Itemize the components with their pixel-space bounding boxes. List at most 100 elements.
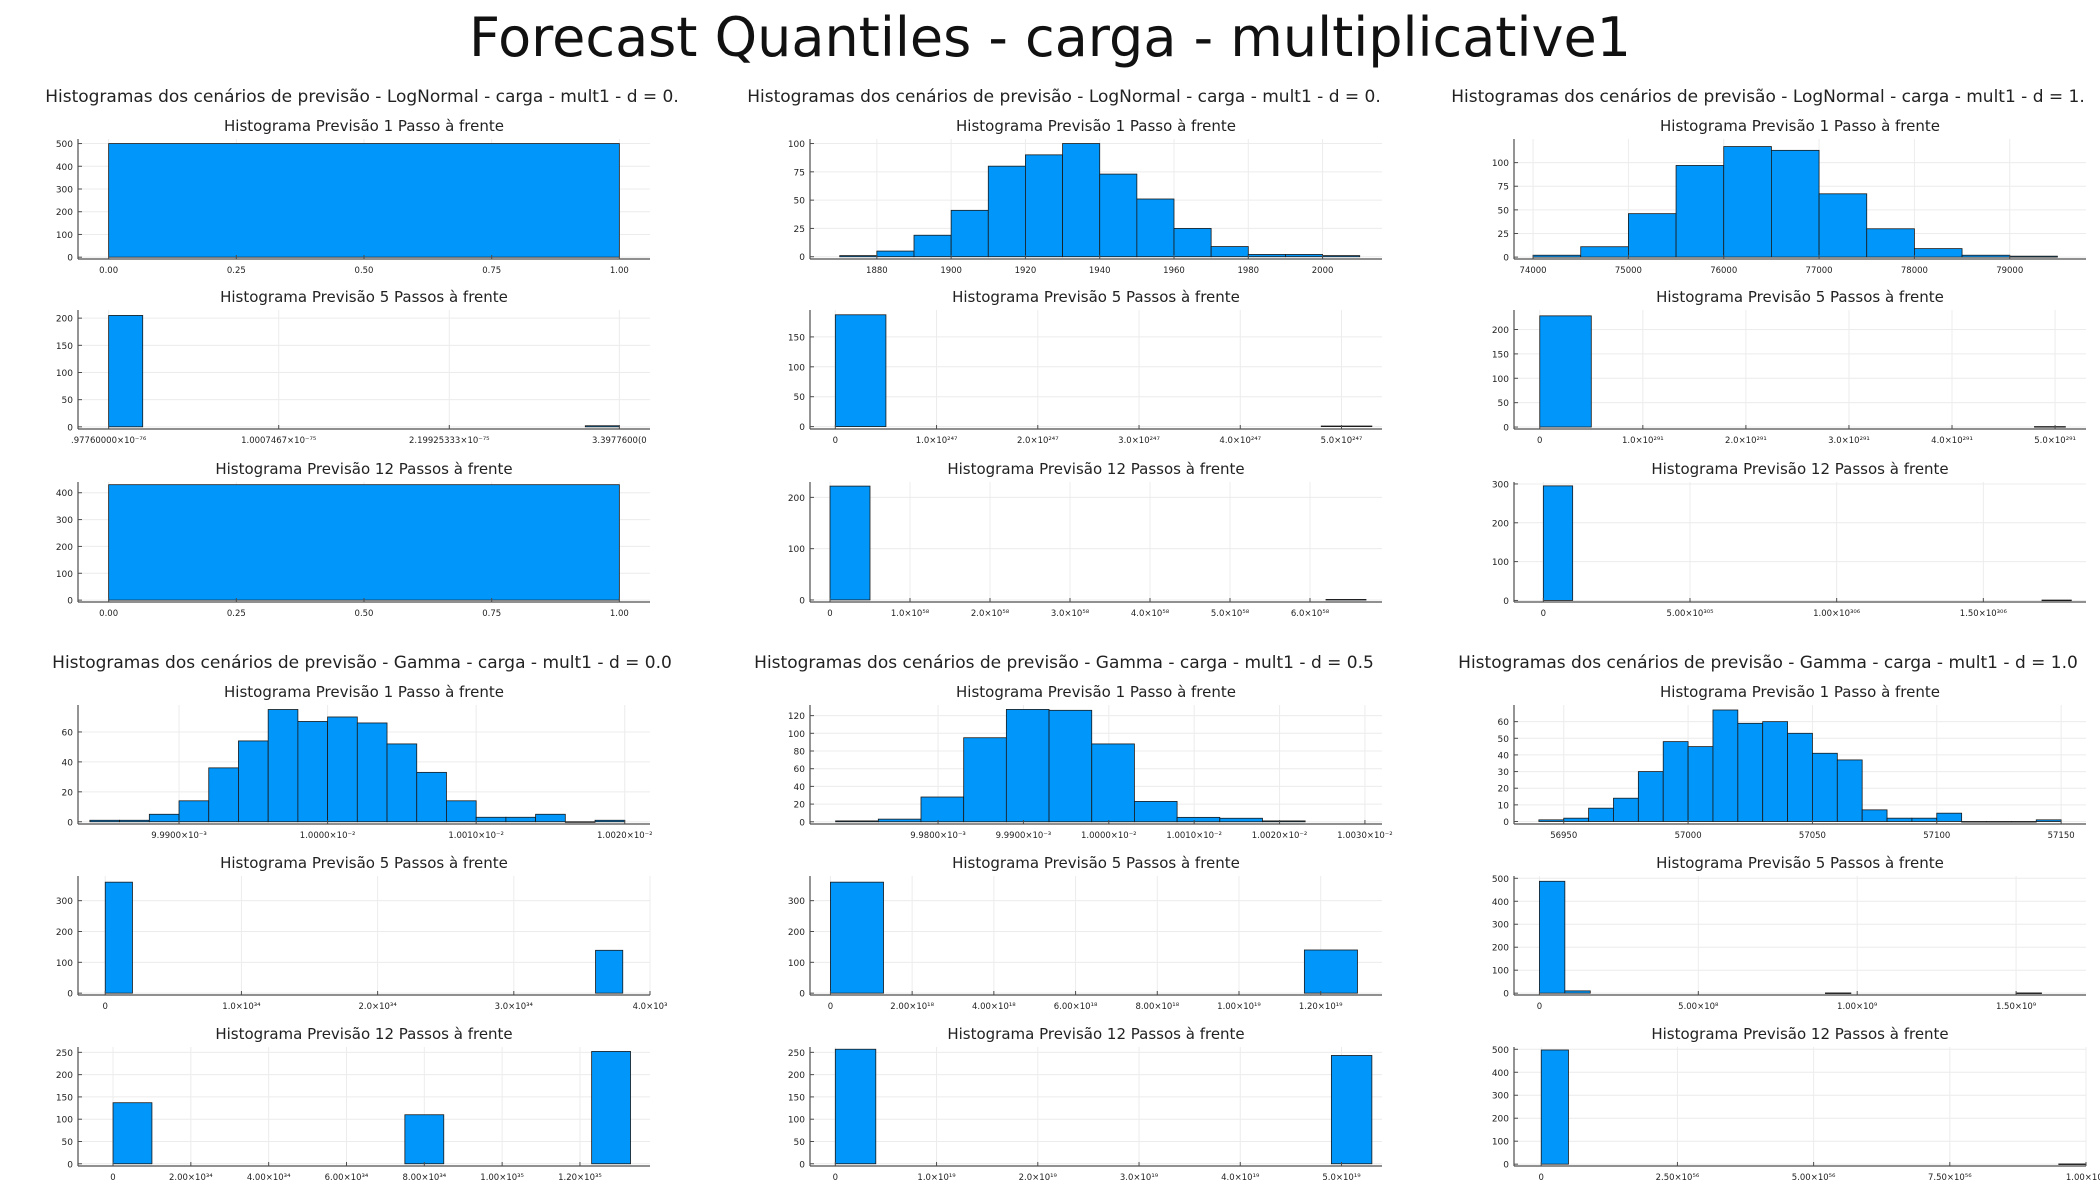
y-tick-label: 0 (67, 990, 73, 1000)
x-tick-label: 0 (833, 436, 838, 446)
x-tick-label: 2.0×10³⁴ (358, 1002, 397, 1012)
histogram-bar (535, 813, 566, 823)
x-tick-label: 4.0×10¹⁹ (1221, 1173, 1260, 1183)
histogram-bar (2010, 821, 2037, 823)
histogram-bar (327, 716, 358, 823)
histogram-bar (2009, 255, 2058, 258)
y-tick-label: 200 (788, 494, 805, 504)
y-tick-label: 300 (56, 897, 73, 907)
y-tick-label: 50 (1498, 399, 1510, 409)
histogram-bar (913, 234, 952, 258)
y-tick-label: 300 (1492, 921, 1509, 931)
x-tick-label: 3.0×10¹⁹ (1120, 1173, 1159, 1183)
histogram-subplot: Histograma Previsão 5 Passos à frente 0 10… (56, 854, 668, 1012)
y-tick-label: 100 (788, 140, 805, 150)
histogram-bar (876, 250, 915, 258)
histogram-bar (1303, 949, 1358, 994)
histogram-bar (238, 740, 269, 823)
x-tick-label: 1.0×10¹⁹ (917, 1173, 956, 1183)
histogram-bar (1588, 807, 1614, 822)
histogram-subplot: Histograma Previsão 5 Passos à frente 0 50… (788, 288, 1382, 446)
histogram-bar (1866, 228, 1915, 258)
x-tick-label: 0.25 (227, 266, 246, 276)
histogram-bar (267, 709, 299, 823)
y-tick-label: 100 (1492, 375, 1509, 385)
x-tick-label: 1.00×10¹⁹ (1217, 1002, 1261, 1012)
histogram-group-1: Histogramas dos cenários de previsão - L… (45, 87, 679, 619)
histogram-bar (1325, 599, 1367, 601)
histogram-bar (2035, 819, 2062, 822)
y-tick-label: 40 (794, 783, 806, 793)
x-tick-label: 4.00×10¹⁸ (972, 1002, 1016, 1012)
histogram-bar (297, 721, 328, 823)
y-tick-label: 150 (788, 1093, 805, 1103)
histogram-bar (1210, 246, 1249, 258)
histogram-bar (208, 767, 239, 823)
y-tick-label: 200 (1492, 326, 1509, 336)
histogram-bar (178, 800, 210, 823)
histogram-bar (356, 722, 388, 823)
histogram-subplot: Histograma Previsão 1 Passo à frente 0 25 5… (1492, 117, 2086, 276)
x-tick-label: 0 (1539, 1173, 1544, 1183)
histogram-bar (1936, 812, 1963, 822)
x-tick-label: 4.0×10²⁹¹ (1931, 436, 1973, 446)
y-tick-label: 0 (799, 253, 805, 263)
y-tick-label: 0 (1503, 990, 1509, 1000)
subplot-title: Histograma Previsão 12 Passos à frente (1651, 460, 1948, 478)
histogram-subplot: Histograma Previsão 5 Passos à frente 0 50… (56, 288, 650, 446)
x-tick-label: 0.00 (99, 266, 118, 276)
histogram-bar (1099, 173, 1138, 258)
subplot-title: Histograma Previsão 1 Passo à frente (224, 683, 504, 701)
y-tick-label: 100 (788, 363, 805, 373)
histogram-bar (1836, 759, 1863, 822)
histogram-bar (1542, 485, 1574, 601)
histogram-bar (1580, 246, 1629, 258)
subplot-title: Histograma Previsão 12 Passos à frente (215, 460, 512, 478)
histogram-bar (1613, 797, 1639, 822)
x-tick-label: 0.00 (99, 609, 118, 619)
histogram-group-5: Histogramas dos cenários de previsão - G… (754, 653, 1393, 1183)
group-title: Histogramas dos cenários de previsão - G… (52, 653, 672, 673)
histogram-bar (475, 816, 507, 823)
x-tick-label: 5.00×10⁵⁶ (1792, 1173, 1836, 1183)
y-tick-label: 0 (1503, 1161, 1509, 1171)
histogram-bar (446, 800, 477, 823)
histogram-bar (1861, 809, 1888, 822)
x-tick-label: 6.0×10⁵⁸ (1291, 609, 1330, 619)
y-tick-label: 0 (1503, 424, 1509, 434)
histogram-bar (1091, 743, 1135, 823)
x-tick-label: 4.0×10²⁴⁷ (1219, 436, 1261, 446)
y-tick-label: 60 (1498, 718, 1510, 728)
y-tick-label: 50 (1498, 206, 1510, 216)
x-tick-label: 1900 (940, 266, 962, 276)
x-tick-label: 57000 (1675, 831, 1702, 841)
y-tick-label: 100 (56, 1116, 73, 1126)
x-tick-label: 2.0×10²⁴⁷ (1017, 436, 1059, 446)
x-tick-label: 1920 (1015, 266, 1037, 276)
x-tick-label: 2.0×10¹⁹ (1019, 1173, 1058, 1183)
histogram-bar (112, 1102, 153, 1165)
histogram-bar (834, 1048, 877, 1165)
x-tick-label: 7.50×10⁵⁶ (1928, 1173, 1972, 1183)
histogram-bar (1532, 254, 1582, 258)
x-tick-label: 1.0010×10⁻² (448, 831, 504, 841)
histogram-subplot: Histograma Previsão 1 Passo à frente 0 20 4… (62, 683, 653, 841)
x-tick-label: 4.0×10³ (633, 1002, 668, 1012)
y-tick-label: 200 (788, 1071, 805, 1081)
x-tick-label: 0 (103, 1002, 108, 1012)
y-tick-label: 100 (788, 1116, 805, 1126)
histogram-bar (1136, 198, 1175, 258)
histogram-bar (594, 819, 626, 823)
y-tick-label: 500 (1492, 1046, 1509, 1056)
histogram-bar (1986, 821, 2012, 823)
histogram-bar (404, 1114, 445, 1165)
x-tick-label: 0 (833, 1173, 838, 1183)
x-tick-label: 5.0×10²⁹¹ (2034, 436, 2076, 446)
histogram-bar (1062, 143, 1101, 258)
y-tick-label: 50 (794, 1138, 806, 1148)
y-tick-label: 80 (794, 748, 806, 758)
y-tick-label: 500 (56, 140, 73, 150)
y-tick-label: 400 (56, 163, 73, 173)
histogram-bar (1771, 149, 1820, 258)
y-tick-label: 0 (799, 818, 805, 828)
